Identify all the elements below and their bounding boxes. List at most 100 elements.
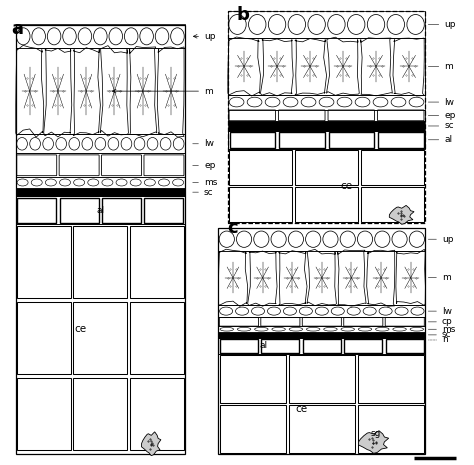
Bar bbox=[229, 132, 275, 148]
Ellipse shape bbox=[102, 179, 113, 186]
Ellipse shape bbox=[60, 179, 71, 186]
Bar bbox=[270, 228, 287, 251]
Ellipse shape bbox=[315, 307, 328, 315]
Bar bbox=[287, 11, 307, 38]
Text: m: m bbox=[428, 62, 453, 71]
Text: a: a bbox=[11, 20, 23, 38]
Ellipse shape bbox=[255, 327, 268, 331]
Ellipse shape bbox=[306, 231, 321, 247]
Ellipse shape bbox=[17, 179, 28, 186]
Bar bbox=[16, 196, 185, 225]
Ellipse shape bbox=[328, 14, 345, 34]
Ellipse shape bbox=[144, 179, 155, 186]
Text: al: al bbox=[260, 341, 268, 350]
Bar bbox=[92, 25, 108, 48]
Text: al: al bbox=[428, 135, 453, 144]
Bar bbox=[339, 228, 356, 251]
Bar bbox=[73, 378, 127, 450]
Text: n: n bbox=[428, 335, 448, 345]
Bar bbox=[358, 355, 424, 403]
Bar bbox=[46, 25, 62, 48]
Ellipse shape bbox=[121, 138, 132, 150]
Bar bbox=[16, 25, 31, 48]
FancyBboxPatch shape bbox=[302, 318, 341, 326]
Ellipse shape bbox=[268, 14, 286, 34]
Ellipse shape bbox=[367, 14, 385, 34]
Bar bbox=[17, 378, 71, 450]
Text: lw: lw bbox=[428, 98, 455, 106]
Ellipse shape bbox=[116, 179, 127, 186]
Bar bbox=[229, 150, 292, 185]
Bar bbox=[374, 228, 391, 251]
Text: ce: ce bbox=[74, 324, 86, 334]
Bar bbox=[228, 131, 426, 149]
Ellipse shape bbox=[82, 138, 92, 150]
Bar bbox=[218, 326, 426, 332]
Text: up: up bbox=[193, 32, 216, 41]
Ellipse shape bbox=[46, 179, 56, 186]
Ellipse shape bbox=[31, 179, 42, 186]
Bar bbox=[391, 228, 408, 251]
Bar bbox=[344, 339, 383, 352]
Polygon shape bbox=[248, 251, 277, 306]
Text: sg: sg bbox=[371, 430, 381, 438]
Bar bbox=[228, 11, 247, 38]
Ellipse shape bbox=[32, 28, 46, 45]
Ellipse shape bbox=[283, 97, 298, 107]
Polygon shape bbox=[338, 250, 366, 306]
Text: c: c bbox=[228, 219, 238, 237]
Bar bbox=[139, 25, 155, 48]
Text: m: m bbox=[428, 273, 451, 282]
Text: al: al bbox=[96, 206, 104, 215]
Ellipse shape bbox=[319, 97, 334, 107]
Bar bbox=[155, 25, 170, 48]
Ellipse shape bbox=[158, 179, 170, 186]
Ellipse shape bbox=[347, 14, 365, 34]
Bar bbox=[218, 228, 426, 454]
Ellipse shape bbox=[308, 14, 325, 34]
Bar bbox=[16, 188, 185, 196]
FancyBboxPatch shape bbox=[328, 110, 374, 121]
Bar bbox=[228, 11, 426, 223]
Bar bbox=[346, 11, 366, 38]
FancyBboxPatch shape bbox=[101, 155, 142, 176]
Bar bbox=[17, 302, 71, 374]
Text: up: up bbox=[428, 235, 454, 244]
Polygon shape bbox=[260, 39, 293, 96]
Text: b: b bbox=[237, 6, 250, 24]
Ellipse shape bbox=[391, 97, 406, 107]
Bar bbox=[17, 198, 56, 223]
Bar bbox=[236, 228, 253, 251]
Bar bbox=[386, 11, 406, 38]
Bar bbox=[16, 25, 185, 48]
Bar bbox=[17, 226, 71, 299]
Text: lw: lw bbox=[192, 140, 214, 148]
Bar bbox=[218, 332, 426, 338]
Ellipse shape bbox=[247, 97, 262, 107]
Ellipse shape bbox=[69, 138, 80, 150]
Text: ep: ep bbox=[428, 111, 456, 120]
Polygon shape bbox=[307, 249, 337, 306]
Bar bbox=[406, 11, 426, 38]
Ellipse shape bbox=[47, 28, 61, 45]
Ellipse shape bbox=[43, 138, 54, 150]
Text: ce: ce bbox=[340, 181, 352, 191]
Bar bbox=[386, 339, 424, 352]
Bar bbox=[145, 198, 183, 223]
Bar bbox=[124, 25, 139, 48]
FancyBboxPatch shape bbox=[385, 318, 424, 326]
Text: ce: ce bbox=[295, 404, 307, 414]
Bar bbox=[220, 339, 258, 352]
Bar bbox=[130, 302, 184, 374]
Ellipse shape bbox=[134, 138, 145, 150]
Bar bbox=[228, 38, 426, 94]
Ellipse shape bbox=[283, 307, 296, 315]
Ellipse shape bbox=[17, 138, 27, 150]
Polygon shape bbox=[327, 37, 359, 95]
Polygon shape bbox=[279, 251, 307, 306]
Text: ms: ms bbox=[428, 325, 456, 334]
Bar bbox=[295, 187, 358, 222]
Bar bbox=[220, 355, 285, 403]
Ellipse shape bbox=[17, 28, 30, 45]
Polygon shape bbox=[73, 48, 100, 136]
